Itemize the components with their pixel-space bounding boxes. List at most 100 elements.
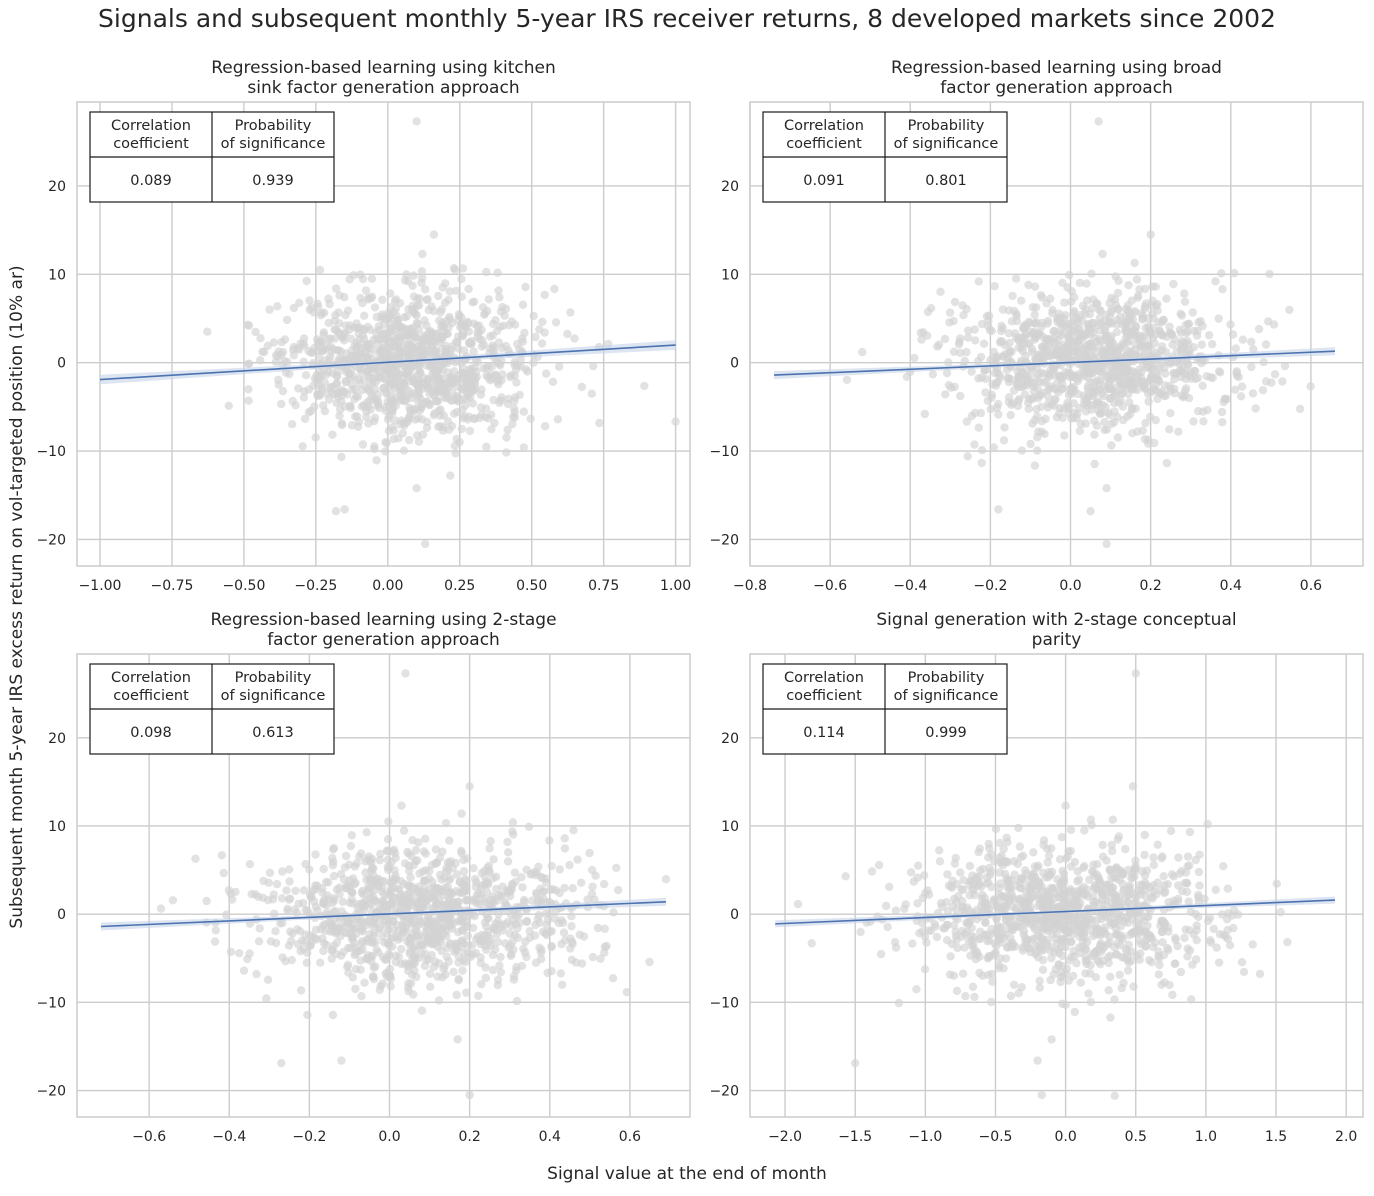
data-point <box>1086 507 1095 516</box>
data-point <box>990 949 999 958</box>
data-point <box>1015 842 1024 851</box>
data-point <box>434 291 443 301</box>
y-tick-label: −10 <box>36 995 66 1011</box>
data-point <box>1100 418 1109 427</box>
data-point <box>491 316 500 325</box>
data-point <box>1107 384 1116 394</box>
data-point <box>542 878 551 887</box>
data-point <box>1037 427 1047 436</box>
data-point <box>439 423 448 432</box>
data-point <box>585 848 594 858</box>
data-point <box>440 873 449 883</box>
data-point <box>439 964 448 974</box>
data-point <box>1144 397 1153 406</box>
data-point <box>288 396 297 406</box>
data-point <box>1189 417 1198 426</box>
data-point <box>503 918 512 927</box>
data-point <box>416 918 425 928</box>
stats-value-cell: 0.613 <box>252 725 294 741</box>
data-point <box>1042 844 1052 853</box>
data-point <box>405 350 414 360</box>
data-point <box>908 939 917 948</box>
data-point <box>557 940 566 949</box>
data-point <box>452 286 461 295</box>
data-point <box>1070 857 1080 867</box>
data-point <box>1047 1035 1056 1044</box>
data-point <box>942 368 952 378</box>
data-point <box>577 382 587 392</box>
data-point <box>1123 918 1133 928</box>
data-point <box>496 396 506 405</box>
data-point <box>443 943 452 953</box>
data-point <box>442 390 452 400</box>
data-point <box>313 380 323 390</box>
data-point <box>364 419 373 428</box>
data-point <box>1142 912 1152 921</box>
data-point <box>974 374 983 383</box>
data-point <box>1072 959 1081 968</box>
data-point <box>386 982 395 991</box>
data-point <box>417 273 427 283</box>
data-point <box>311 925 321 934</box>
data-point <box>430 885 439 894</box>
data-point <box>417 1006 427 1015</box>
data-point <box>1158 387 1167 396</box>
data-point <box>534 910 544 920</box>
data-point <box>622 988 631 997</box>
data-point <box>960 943 969 952</box>
data-point <box>341 311 350 320</box>
data-point <box>1106 972 1115 981</box>
data-point <box>429 306 439 316</box>
data-point <box>963 333 973 342</box>
data-point <box>522 917 531 927</box>
data-point <box>1306 382 1315 391</box>
data-point <box>326 352 335 361</box>
data-point <box>946 952 955 961</box>
data-point <box>508 880 517 890</box>
data-point <box>1218 285 1227 294</box>
data-point <box>1043 935 1052 945</box>
data-point <box>558 980 567 989</box>
data-point <box>1023 398 1033 408</box>
data-point <box>1185 926 1194 935</box>
data-point <box>492 884 501 894</box>
data-point <box>1014 823 1023 833</box>
data-point <box>415 869 424 878</box>
data-point <box>1261 340 1271 349</box>
data-point <box>489 855 498 864</box>
data-point <box>1123 412 1132 421</box>
data-point <box>1168 990 1177 1000</box>
data-point <box>356 915 366 924</box>
panel-title: parity <box>1032 630 1082 650</box>
data-point <box>573 855 582 864</box>
data-point <box>224 401 233 410</box>
data-point <box>510 408 519 417</box>
data-point <box>384 426 394 435</box>
data-point <box>1183 852 1193 861</box>
data-point <box>502 448 511 457</box>
stats-header-cell: Correlation <box>111 670 191 686</box>
data-point <box>366 387 375 397</box>
data-point <box>1102 856 1111 865</box>
data-point <box>1067 384 1077 393</box>
data-point <box>362 828 371 837</box>
data-point <box>244 385 253 394</box>
data-point <box>1027 918 1037 928</box>
data-point <box>382 335 391 345</box>
data-point <box>858 347 867 357</box>
data-point <box>244 359 254 368</box>
data-point <box>527 896 537 905</box>
y-tick-label: −10 <box>709 444 739 460</box>
data-point <box>1272 879 1282 888</box>
data-point <box>1085 875 1094 884</box>
data-point <box>1038 916 1048 925</box>
data-point <box>1189 343 1199 352</box>
x-tick-label: 0.6 <box>619 1129 641 1145</box>
data-point <box>495 359 504 368</box>
stats-header-cell: of significance <box>894 136 999 152</box>
data-point <box>480 941 490 951</box>
data-point <box>1069 413 1078 422</box>
data-point <box>429 893 438 903</box>
